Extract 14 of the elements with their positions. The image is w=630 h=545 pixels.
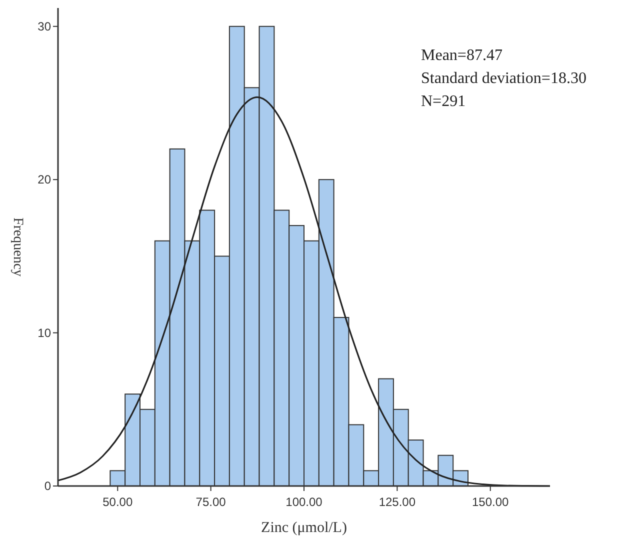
annotation: Standard deviation=18.30 xyxy=(421,70,586,87)
x-axis-title: Zinc (μmol/L) xyxy=(261,520,347,536)
y-tick-label: 10 xyxy=(38,326,52,340)
x-tick-label: 75.00 xyxy=(196,495,226,509)
y-axis-title: Frequency xyxy=(10,217,25,277)
annotation: Mean=87.47 xyxy=(421,47,502,64)
y-tick-label: 20 xyxy=(38,172,52,187)
annotation: N=291 xyxy=(421,93,466,110)
y-tick-label: 0 xyxy=(44,479,52,493)
x-tick-label: 150.00 xyxy=(472,495,510,509)
x-tick-label: 100.00 xyxy=(286,495,323,509)
x-tick-label: 50.00 xyxy=(102,495,133,509)
y-tick-label: 30 xyxy=(38,19,52,34)
x-tick-label: 125.00 xyxy=(378,495,416,509)
